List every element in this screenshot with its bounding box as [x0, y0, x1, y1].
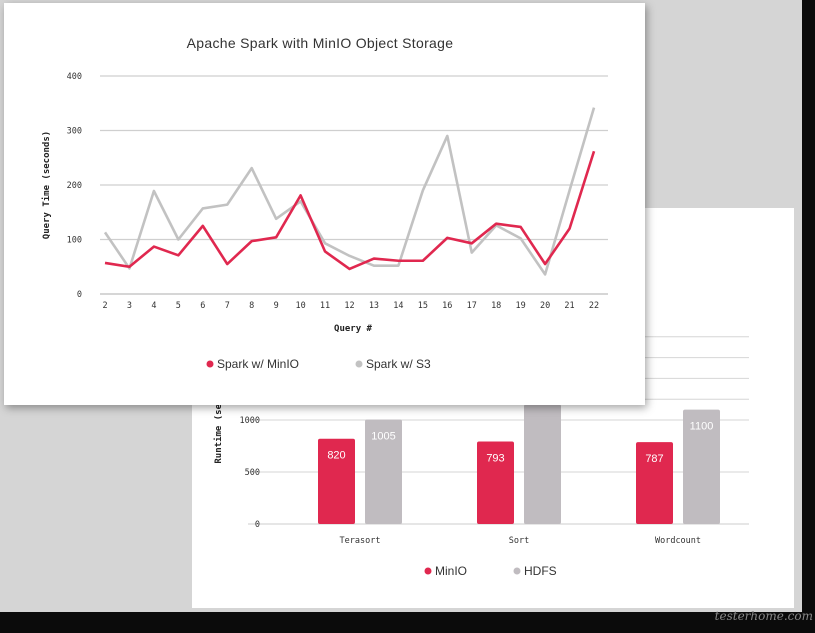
y-tick-label: 0 — [255, 520, 260, 530]
y-tick-label: 1000 — [240, 416, 260, 426]
watermark-text: testerhome.com — [715, 609, 813, 623]
x-tick-label: 12 — [344, 301, 354, 311]
legend-marker-hdfs — [514, 568, 521, 575]
x-tick-label: 9 — [274, 301, 279, 311]
x-tick-label: 21 — [564, 301, 574, 311]
bar-label-minio: 793 — [486, 453, 504, 465]
bar-label-hdfs: 1100 — [690, 421, 714, 433]
bar-label-hdfs: 1005 — [371, 430, 395, 442]
series-line-s3 — [105, 108, 594, 275]
x-tick-label: 22 — [589, 301, 599, 311]
chart-title: Apache Spark with MinIO Object Storage — [187, 35, 454, 51]
y-axis-label: Runtime (se — [213, 403, 224, 463]
y-tick-label: 200 — [67, 181, 82, 191]
line-chart-card: Apache Spark with MinIO Object Storage 0 1… — [4, 3, 645, 405]
x-axis-label: Query # — [334, 324, 373, 334]
x-tick-label: 17 — [467, 301, 477, 311]
x-tick-label: 6 — [200, 301, 205, 311]
bar-label-minio: 787 — [645, 453, 663, 465]
bar-hdfs — [524, 404, 561, 524]
y-tick-label: 500 — [245, 468, 260, 478]
line-chart: Apache Spark with MinIO Object Storage 0 1… — [4, 3, 645, 405]
x-tick-label: Terasort — [340, 536, 381, 546]
x-tick-label: 2 — [102, 301, 107, 311]
legend-label-minio: MinIO — [435, 564, 467, 578]
x-tick-label: 8 — [249, 301, 254, 311]
y-axis-label: Query Time (seconds) — [41, 131, 52, 239]
x-tick-label: 16 — [442, 301, 452, 311]
y-tick-label: 300 — [67, 127, 82, 137]
x-tick-label: Wordcount — [655, 536, 701, 546]
legend-label-hdfs: HDFS — [524, 564, 557, 578]
y-tick-label: 100 — [67, 236, 82, 246]
x-tick-label: 20 — [540, 301, 550, 311]
x-tick-label: 14 — [393, 301, 403, 311]
y-tick-label: 400 — [67, 72, 82, 82]
legend-marker-minio — [425, 568, 432, 575]
x-tick-label: 19 — [516, 301, 526, 311]
x-tick-label: 3 — [127, 301, 132, 311]
y-tick-label: 0 — [77, 290, 82, 300]
x-tick-label: 7 — [225, 301, 230, 311]
legend-marker-s3 — [356, 361, 363, 368]
x-tick-label: 11 — [320, 301, 330, 311]
legend-marker-minio — [207, 361, 214, 368]
x-tick-label: 5 — [176, 301, 181, 311]
x-tick-label: 18 — [491, 301, 501, 311]
legend-label-minio: Spark w/ MinIO — [217, 357, 299, 371]
bar-label-minio: 820 — [327, 450, 345, 462]
x-tick-label: 15 — [418, 301, 428, 311]
x-tick-label: 13 — [369, 301, 379, 311]
series-line-minio — [105, 151, 594, 269]
x-tick-label: Sort — [509, 536, 529, 546]
x-tick-label: 4 — [151, 301, 156, 311]
legend-label-s3: Spark w/ S3 — [366, 357, 431, 371]
x-tick-label: 10 — [295, 301, 305, 311]
